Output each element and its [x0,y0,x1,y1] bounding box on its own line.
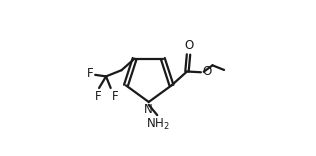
Text: O: O [184,39,193,52]
Text: NH$_2$: NH$_2$ [146,117,170,132]
Text: O: O [202,65,211,78]
Text: F: F [112,90,118,102]
Text: N: N [144,103,153,116]
Text: F: F [87,67,94,80]
Text: F: F [95,90,102,102]
